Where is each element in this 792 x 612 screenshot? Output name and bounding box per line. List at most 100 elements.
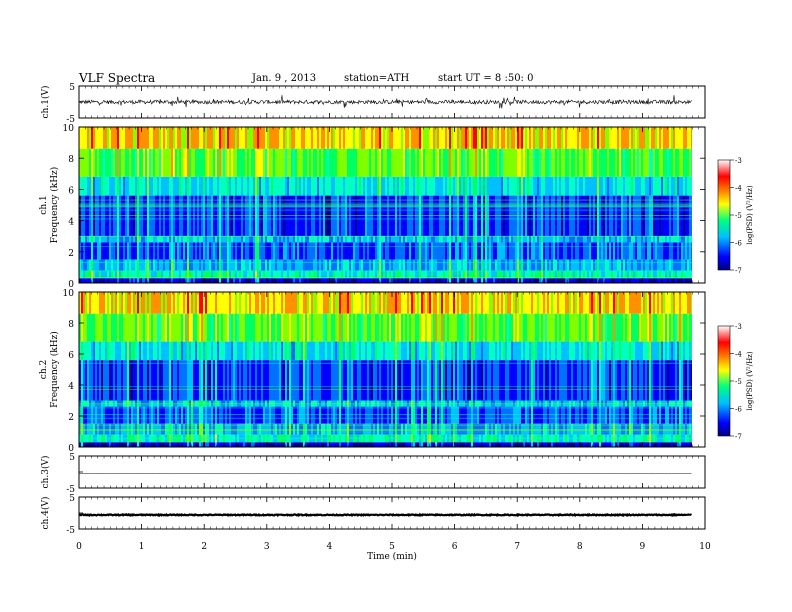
spectrogram-cell (533, 270, 535, 279)
spectrogram-cell (317, 148, 319, 177)
spectrogram-cell (163, 236, 165, 243)
spectrogram-cell (557, 242, 559, 260)
spectrogram-cell (667, 148, 669, 177)
spectrogram-cell (357, 259, 359, 271)
spectrogram-cell (397, 127, 399, 149)
spectrogram-cell (201, 270, 203, 279)
spectrogram-cell (239, 259, 241, 271)
spectrogram-cell (339, 270, 341, 279)
spectrogram-cell (461, 360, 463, 401)
spectrogram-cell (595, 176, 597, 196)
spectrogram-cell (619, 278, 621, 283)
spectrogram-cell (429, 148, 431, 177)
spectrogram-cell (157, 406, 159, 424)
spectrogram-cell (469, 292, 471, 314)
spectrogram-cell (397, 278, 399, 283)
spectrogram-cell (157, 127, 159, 149)
spectrogram-cell (641, 270, 643, 279)
spectrogram-cell (105, 313, 107, 342)
spectrogram-cell (251, 341, 253, 361)
spectrogram-cell (83, 278, 85, 283)
spectrogram-cell (115, 259, 117, 271)
spectrogram-cell (381, 259, 383, 271)
spectrogram-cell (175, 341, 177, 361)
spectrogram-cell (239, 313, 241, 342)
spectrogram-cell (519, 270, 521, 279)
spectrogram-cell (133, 278, 135, 283)
spectrogram-cell (551, 259, 553, 271)
spectrogram-cell (89, 148, 91, 177)
spectrogram-cell (325, 242, 327, 260)
spectrogram-cell (453, 259, 455, 271)
spectrogram-cell (185, 292, 187, 314)
spectrogram-cell (525, 176, 527, 196)
spectrogram-cell (301, 442, 303, 447)
spectrogram-cell (465, 127, 467, 149)
spectrogram-cell (129, 270, 131, 279)
spectrogram-cell (199, 292, 201, 314)
spectrogram-cell (149, 406, 151, 424)
spectrogram-cell (437, 270, 439, 279)
spectrogram-cell (393, 236, 395, 243)
spectrogram-cell (413, 292, 415, 314)
spectrogram-cell (405, 176, 407, 196)
spectrogram-cell (461, 242, 463, 260)
spectrogram-cell (439, 148, 441, 177)
spectrogram-cell (171, 292, 173, 314)
spectrogram-cell (647, 259, 649, 271)
spectrogram-cell (393, 423, 395, 435)
spectrogram-cell (339, 423, 341, 435)
spectrogram-cell (639, 270, 641, 279)
spectrogram-cell (403, 442, 405, 447)
spectrogram-cell (581, 176, 583, 196)
spectrogram-cell (165, 423, 167, 435)
spectrogram-cell (135, 236, 137, 243)
spectrogram-cell (125, 278, 127, 283)
spectrogram-cell (109, 127, 111, 149)
spectrogram-cell (683, 127, 685, 149)
spectrogram-cell (117, 406, 119, 424)
spectrogram-cell (267, 406, 269, 424)
spectrogram-cell (625, 236, 627, 243)
spectrogram-cell (185, 442, 187, 447)
y-tick-label: 5 (69, 83, 75, 93)
spectrogram-cell (509, 278, 511, 283)
spectrogram-cell (507, 259, 509, 271)
spectrogram-cell (677, 278, 679, 283)
spectrogram-cell (687, 148, 689, 177)
spectrogram-cell (161, 270, 163, 279)
spectrogram-cell (303, 148, 305, 177)
spectrogram-cell (493, 176, 495, 196)
spectrogram-cell (415, 270, 417, 279)
spectrogram-cell (191, 259, 193, 271)
spectrogram-cell (167, 292, 169, 314)
spectrogram-cell (223, 176, 225, 196)
spectrogram-cell (231, 423, 233, 435)
spectrogram-cell (425, 406, 427, 424)
spectrogram-cell (249, 442, 251, 447)
spectrogram-cell (357, 270, 359, 279)
spectrogram-cell (213, 406, 215, 424)
spectrogram-cell (325, 292, 327, 314)
spectrogram-cell (547, 270, 549, 279)
spectrogram-cell (655, 236, 657, 243)
spectrogram-cell (443, 341, 445, 361)
spectrogram-cell (159, 176, 161, 196)
spectrogram-cell (621, 127, 623, 149)
spectrogram-cell (223, 259, 225, 271)
spectrogram-cell (209, 259, 211, 271)
spectrogram-cell (243, 259, 245, 271)
spectrogram-cell (429, 236, 431, 243)
spectrogram-cell (569, 259, 571, 271)
spectrogram-cell (169, 341, 171, 361)
spectrogram-cell (101, 176, 103, 196)
spectrogram-cell (259, 259, 261, 271)
spectrogram-cell (313, 148, 315, 177)
spectrogram-cell (343, 442, 345, 447)
spectrogram-cell (399, 341, 401, 361)
spectrogram-cell (559, 259, 561, 271)
spectrogram-cell (421, 242, 423, 260)
spectrogram-cell (419, 176, 421, 196)
spectrogram-cell (341, 341, 343, 361)
spectrogram-cell (687, 242, 689, 260)
